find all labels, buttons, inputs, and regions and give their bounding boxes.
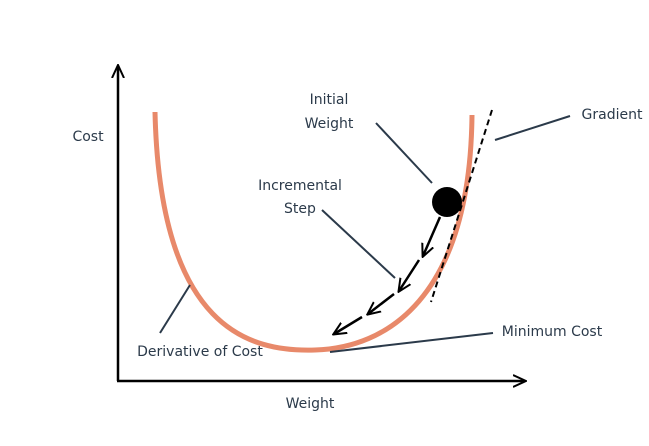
step-arrow [368, 293, 395, 314]
step-arrow [399, 259, 421, 291]
cost-curve [152, 111, 475, 353]
step-arrow [334, 315, 363, 334]
gradient-line [430, 109, 493, 303]
leader-line [494, 115, 571, 141]
derivative-label: Derivative of Cost [137, 344, 263, 360]
initial-weight-label: Weight [305, 116, 354, 132]
initial-weight-point [432, 187, 462, 217]
leader-line [375, 122, 433, 184]
leader-line [159, 284, 191, 334]
steps [334, 216, 442, 334]
leader-line [329, 332, 494, 353]
incremental-step-label: Incremental [258, 178, 342, 194]
incremental-step-label: Step [284, 201, 316, 217]
step-arrow [423, 216, 442, 256]
gradient-label: Gradient [582, 107, 643, 123]
x-axis-label: Weight [286, 396, 335, 412]
leader-line [321, 209, 396, 279]
initial-weight-label: Initial [310, 92, 349, 108]
y-axis-label: Cost [72, 129, 104, 145]
minimum-cost-label: Minimum Cost [502, 324, 603, 340]
